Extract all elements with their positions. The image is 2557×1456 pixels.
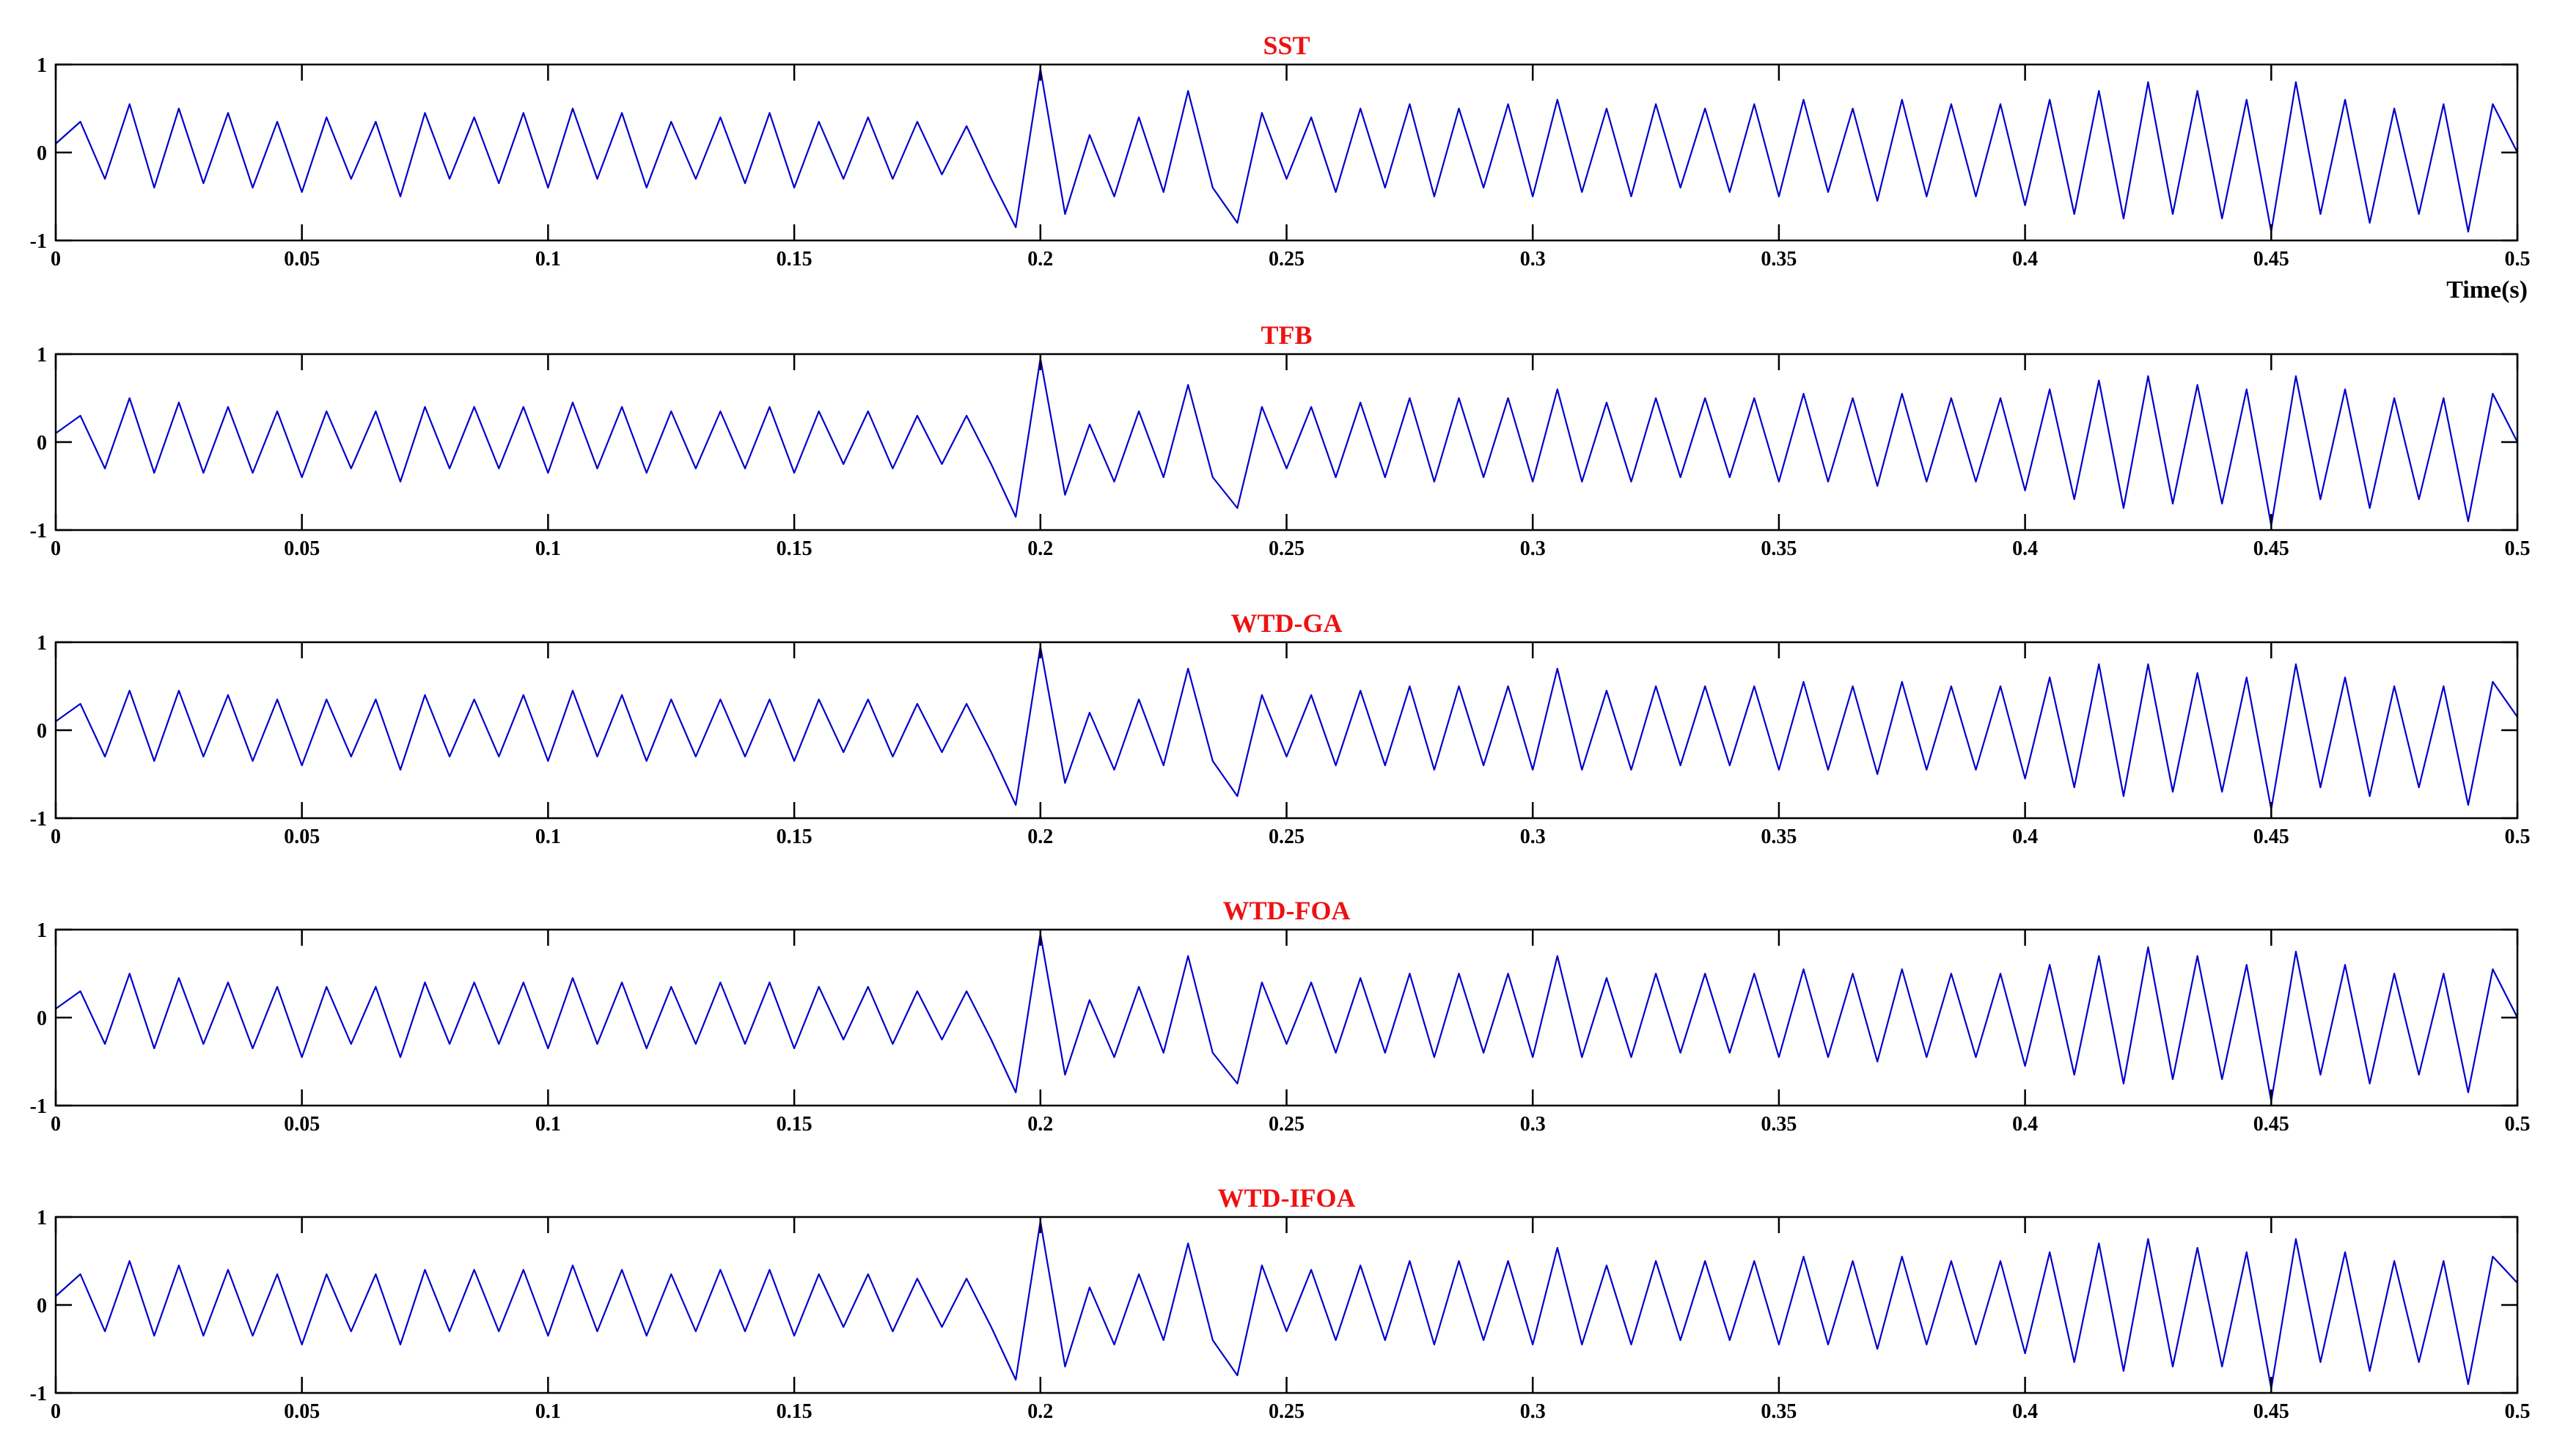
x-tick-label: 0.4 — [2012, 1400, 2038, 1423]
x-tick-label: 0.3 — [1520, 1400, 1546, 1423]
x-tick-label: 0.5 — [2505, 826, 2531, 848]
x-tick-label: 0.35 — [1761, 537, 1797, 560]
x-tick-label: 0.15 — [777, 1113, 812, 1136]
x-tick-label: 0.45 — [2253, 826, 2289, 848]
x-tick-label: 0.2 — [1027, 248, 1053, 271]
x-tick-label: 0.25 — [1269, 1113, 1305, 1136]
signal-line — [55, 933, 2518, 1103]
y-tick-label: 1 — [37, 919, 47, 942]
x-tick-label: 0.25 — [1269, 537, 1305, 560]
x-tick-label: 0.4 — [2012, 248, 2038, 271]
x-tick-label: 0.2 — [1027, 1400, 1053, 1423]
x-tick-label: 0 — [51, 826, 61, 848]
subplot-1: SST 0 0.05 0.1 0.15 0.2 0.25 0.3 0.35 0.4 0.45 0.5 1… — [30, 31, 2531, 304]
subplot-title: WTD-IFOA — [1218, 1183, 1356, 1213]
subplot-4: WTD-FOA 0 0.05 0.1 0.15 0.2 0.25 0.3 0.35 0.4 0.45… — [30, 896, 2531, 1136]
y-tick-label: 0 — [37, 1007, 47, 1030]
y-tick-label: 1 — [37, 344, 47, 367]
x-tick-label: 0.5 — [2505, 537, 2531, 560]
x-tick-label: 0 — [51, 1400, 61, 1423]
x-tick-label: 0.4 — [2012, 537, 2038, 560]
subplot-title: WTD-FOA — [1223, 896, 1351, 925]
x-tick-label: 0.35 — [1761, 248, 1797, 271]
x-tick-label: 0.4 — [2012, 826, 2038, 848]
x-tick-label: 0.15 — [777, 537, 812, 560]
x-tick-label: 0.1 — [535, 1113, 561, 1136]
y-tick-label: 0 — [37, 720, 47, 743]
x-tick-label: 0.1 — [535, 537, 561, 560]
x-tick-label: 0.25 — [1269, 826, 1305, 848]
y-tick-label: -1 — [30, 1383, 47, 1405]
subplot-stack: SST 0 0.05 0.1 0.15 0.2 0.25 0.3 0.35 0.4 0.45 0.5 1… — [30, 31, 2531, 1423]
x-tick-label: 0.2 — [1027, 537, 1053, 560]
x-tick-label: 0.05 — [284, 537, 320, 560]
x-axis-label: Time(s) — [2446, 276, 2528, 304]
x-tick-label: 0.1 — [535, 248, 561, 271]
x-tick-label: 0.05 — [284, 1400, 320, 1423]
y-tick-label: -1 — [30, 808, 47, 831]
subplot-title: TFB — [1261, 320, 1312, 350]
x-tick-label: 0.05 — [284, 248, 320, 271]
subplot-title: SST — [1263, 31, 1310, 60]
y-tick-label: -1 — [30, 520, 47, 543]
subplot-title: WTD-GA — [1231, 608, 1343, 638]
signal-line — [55, 357, 2518, 527]
x-tick-label: 0.15 — [777, 248, 812, 271]
x-tick-label: 0.3 — [1520, 537, 1546, 560]
subplot-2: TFB 0 0.05 0.1 0.15 0.2 0.25 0.3 0.35 0.4 0.45 0.5 1… — [30, 320, 2531, 560]
x-tick-label: 0.45 — [2253, 537, 2289, 560]
y-tick-label: 0 — [37, 142, 47, 165]
x-tick-label: 0.25 — [1269, 248, 1305, 271]
x-tick-label: 0.35 — [1761, 1113, 1797, 1136]
signal-line — [55, 1220, 2518, 1390]
x-tick-label: 0.05 — [284, 826, 320, 848]
x-tick-label: 0.2 — [1027, 826, 1053, 848]
x-tick-label: 0.5 — [2505, 248, 2531, 271]
subplot-3: WTD-GA 0 0.05 0.1 0.15 0.2 0.25 0.3 0.35 0.4 0.45 0… — [30, 608, 2531, 848]
x-tick-label: 0.15 — [777, 826, 812, 848]
x-tick-label: 0.35 — [1761, 826, 1797, 848]
x-tick-label: 0.35 — [1761, 1400, 1797, 1423]
x-tick-label: 0.1 — [535, 1400, 561, 1423]
y-tick-label: 0 — [37, 1295, 47, 1317]
x-tick-label: 0.5 — [2505, 1400, 2531, 1423]
y-tick-label: -1 — [30, 1095, 47, 1118]
signal-line — [55, 67, 2518, 233]
subplot-5: WTD-IFOA 0 0.05 0.1 0.15 0.2 0.25 0.3 0.35 0.4 0.4… — [30, 1183, 2531, 1423]
x-tick-label: 0.45 — [2253, 248, 2289, 271]
x-tick-label: 0.05 — [284, 1113, 320, 1136]
x-tick-label: 0.4 — [2012, 1113, 2038, 1136]
x-tick-label: 0.2 — [1027, 1113, 1053, 1136]
x-tick-label: 0.15 — [777, 1400, 812, 1423]
x-tick-label: 0.25 — [1269, 1400, 1305, 1423]
x-tick-label: 0.3 — [1520, 826, 1546, 848]
signal-line — [55, 645, 2518, 811]
x-tick-label: 0 — [51, 537, 61, 560]
y-tick-label: -1 — [30, 230, 47, 253]
x-tick-label: 0.3 — [1520, 248, 1546, 271]
y-tick-label: 1 — [37, 54, 47, 77]
y-tick-label: 1 — [37, 1207, 47, 1229]
x-tick-label: 0 — [51, 248, 61, 271]
x-tick-label: 0.3 — [1520, 1113, 1546, 1136]
x-tick-label: 0.45 — [2253, 1400, 2289, 1423]
x-tick-label: 0.1 — [535, 826, 561, 848]
x-tick-label: 0.5 — [2505, 1113, 2531, 1136]
y-tick-label: 0 — [37, 432, 47, 455]
y-tick-label: 1 — [37, 632, 47, 655]
x-tick-label: 0 — [51, 1113, 61, 1136]
x-tick-label: 0.45 — [2253, 1113, 2289, 1136]
